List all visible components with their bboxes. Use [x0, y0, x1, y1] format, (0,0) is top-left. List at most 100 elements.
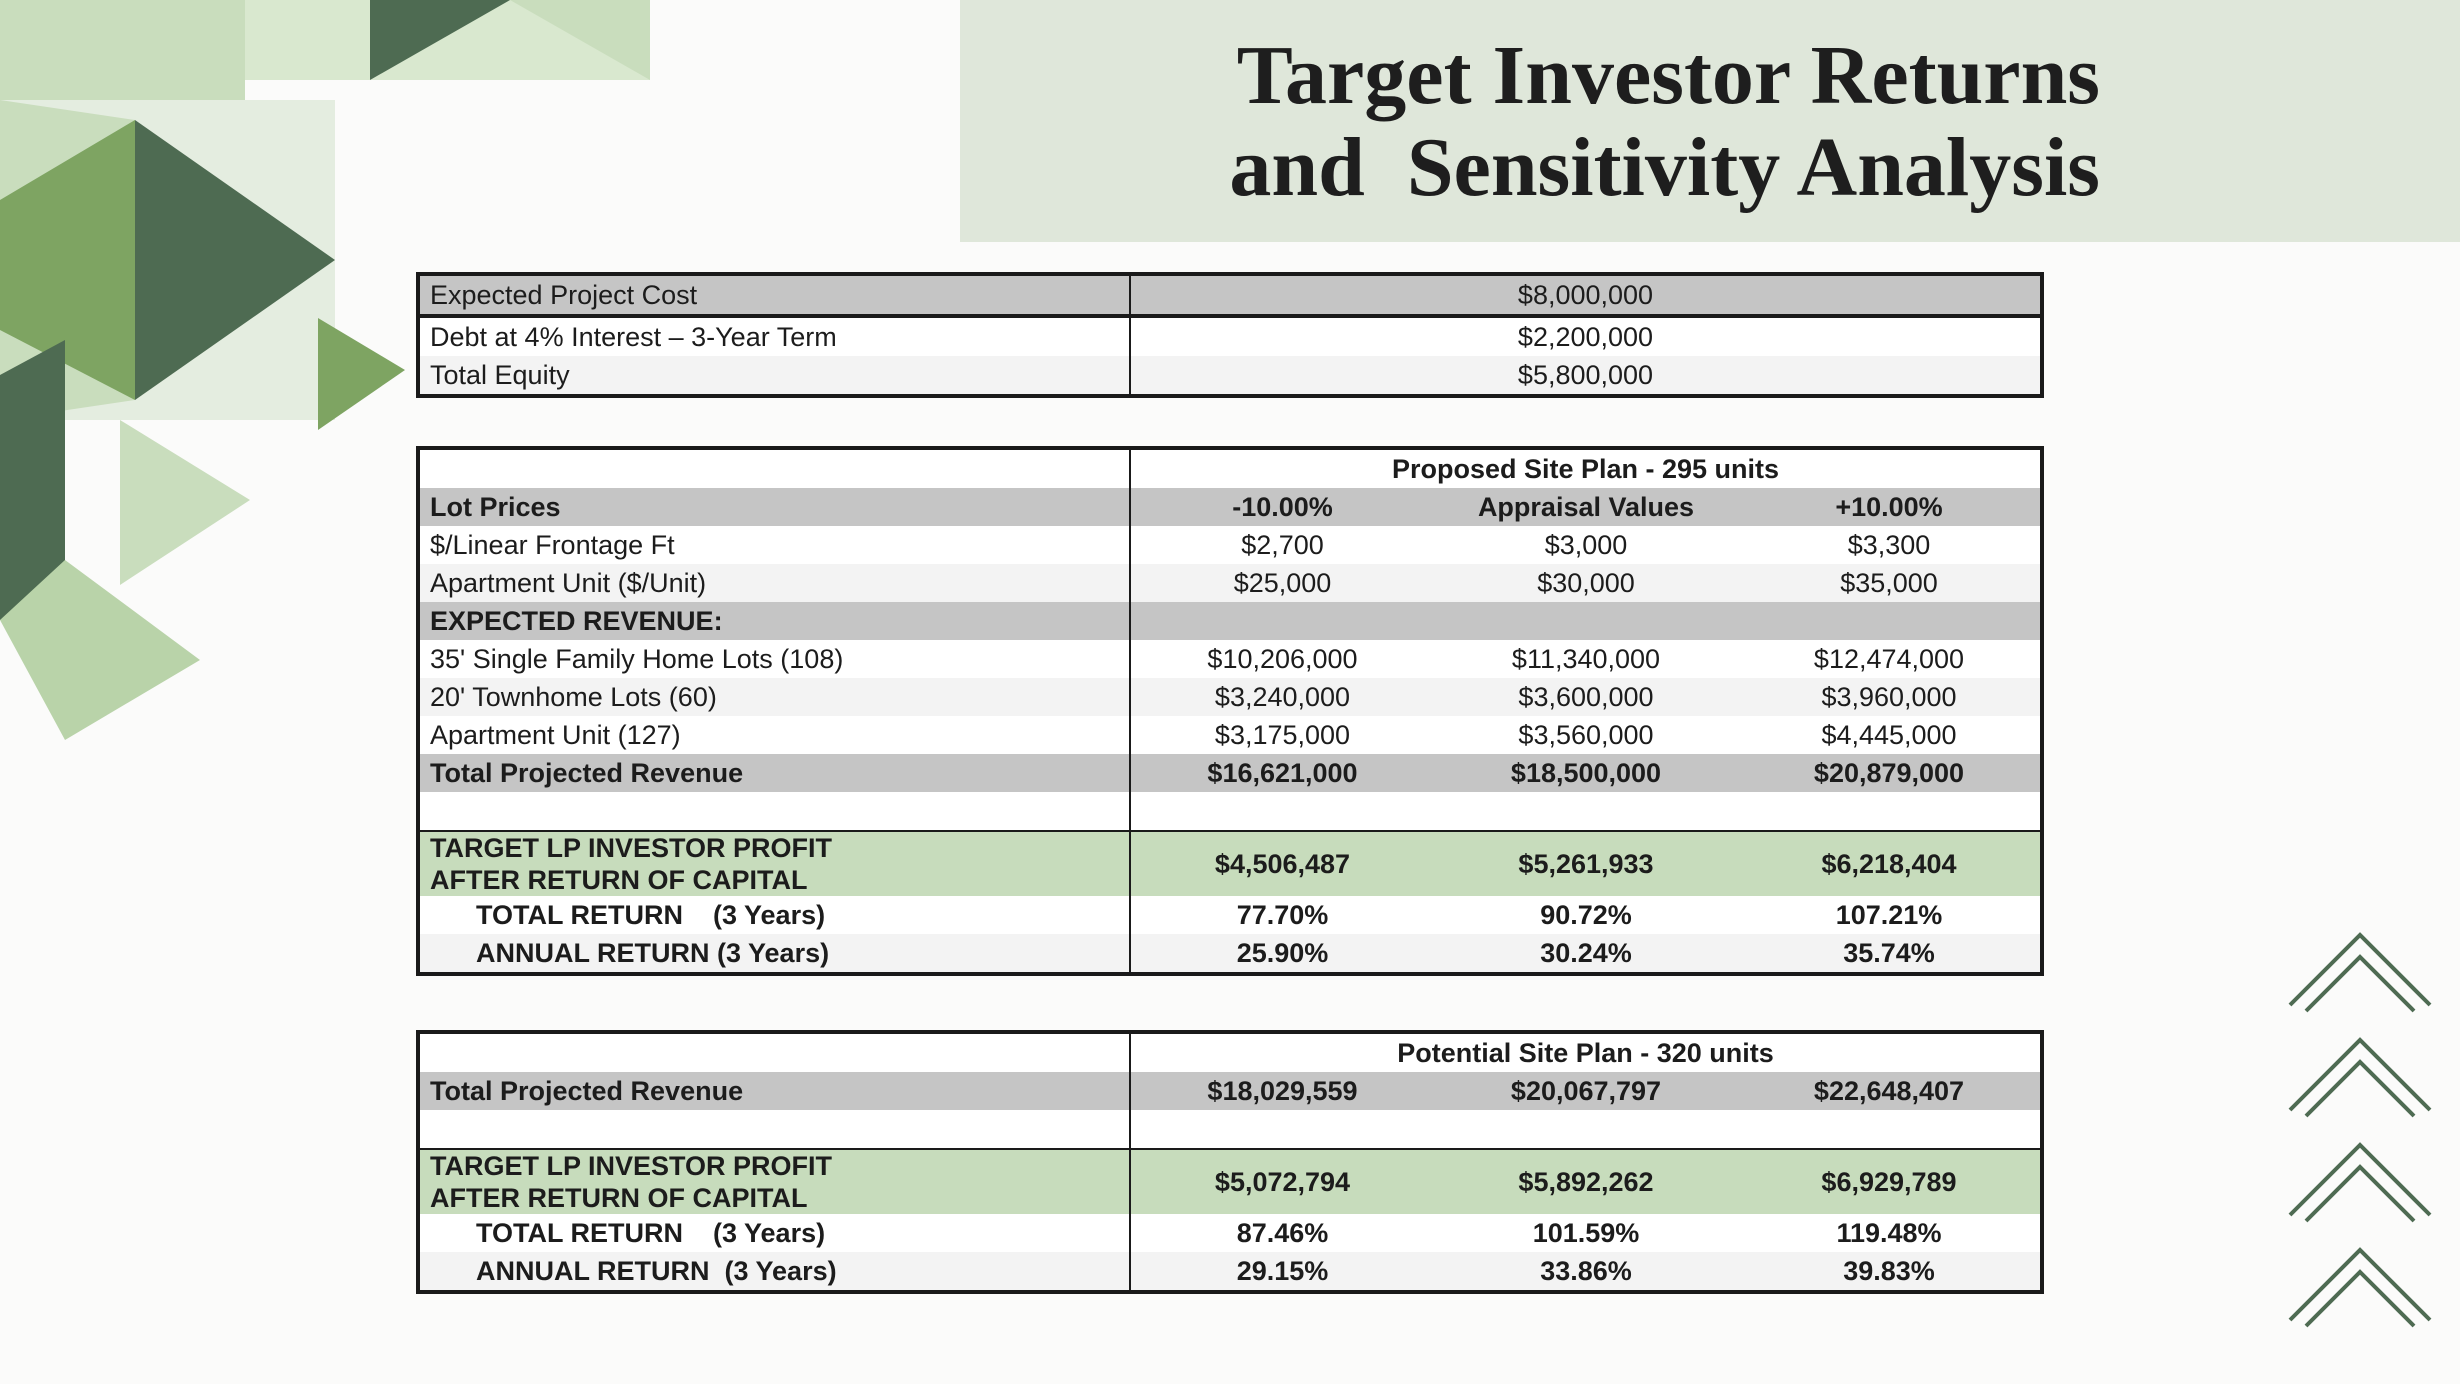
- table-cell: $11,340,000: [1511, 643, 1661, 674]
- row-label: Total Equity: [418, 356, 1131, 396]
- table-cell: $18,029,559: [1130, 1072, 1434, 1110]
- table-row: Apartment Unit (127) $3,175,000 $3,560,0…: [418, 716, 2042, 754]
- table-row: Lot Prices -10.00% Appraisal Values +10.…: [418, 488, 2043, 526]
- row-label: EXPECTED REVENUE:: [418, 602, 1131, 640]
- row-label: 20' Townhome Lots (60): [418, 678, 1131, 716]
- table-cell: $20,067,797: [1434, 1072, 1738, 1110]
- table-cell: 87.46%: [1236, 1217, 1329, 1248]
- profit-label-line-1: TARGET LP INVESTOR PROFIT: [430, 1151, 833, 1181]
- table-header-row: Proposed Site Plan - 295 units: [418, 448, 2042, 488]
- table-cell: $5,261,933: [1434, 831, 1738, 896]
- row-value: $5,800,000: [1130, 356, 2042, 396]
- row-label: ANNUAL RETURN (3 Years): [418, 934, 1131, 974]
- column-header: +10.00%: [1738, 488, 2043, 526]
- table-row: Expected Project Cost $8,000,000: [418, 274, 2042, 316]
- chevron-stack-decoration: [2288, 932, 2432, 1328]
- table-cell: $3,600,000: [1434, 678, 1738, 716]
- row-label: TARGET LP INVESTOR PROFIT AFTER RETURN O…: [418, 1149, 1131, 1214]
- table-cell: $3,000: [1544, 529, 1628, 560]
- row-label: $/Linear Frontage Ft: [418, 526, 1131, 564]
- potential-site-plan-table: Potential Site Plan - 320 units Total Pr…: [416, 1030, 2044, 1294]
- table-cell: $3,300: [1847, 529, 1931, 560]
- site-plan-header: Potential Site Plan - 320 units: [1397, 1037, 1774, 1068]
- table-cell: $2,700: [1241, 529, 1324, 560]
- chevron-up-icon: [2288, 1247, 2432, 1328]
- table-cell: 90.72%: [1540, 899, 1632, 930]
- table-cell: $6,929,789: [1738, 1149, 2042, 1214]
- table-cell: 35.74%: [1738, 934, 2043, 974]
- table-cell: $5,892,262: [1434, 1149, 1738, 1214]
- title-line-1: Target Investor Returns: [1236, 29, 2100, 122]
- row-label: Total Projected Revenue: [418, 754, 1131, 792]
- row-label: Lot Prices: [418, 488, 1131, 526]
- table-cell: $10,206,000: [1207, 643, 1358, 674]
- row-label: Apartment Unit (127): [418, 716, 1131, 754]
- row-label: TARGET LP INVESTOR PROFIT AFTER RETURN O…: [418, 831, 1131, 896]
- table-row: $/Linear Frontage Ft $2,700 $3,000 $3,30…: [418, 526, 2042, 564]
- table-cell: $20,879,000: [1738, 754, 2043, 792]
- table-row: Total Projected Revenue $16,621,000 $18,…: [418, 754, 2043, 792]
- table-row: 35' Single Family Home Lots (108) $10,20…: [418, 640, 2042, 678]
- table-cell: $25,000: [1130, 564, 1434, 602]
- row-label: Total Projected Revenue: [418, 1072, 1131, 1110]
- table-cell: 39.83%: [1738, 1252, 2042, 1292]
- table-cell: $4,445,000: [1821, 719, 1957, 750]
- column-header: -10.00%: [1130, 488, 1434, 526]
- table-cell: $22,648,407: [1738, 1072, 2042, 1110]
- table-cell: $12,474,000: [1813, 643, 1965, 674]
- project-cost-table: Expected Project Cost $8,000,000 Debt at…: [416, 272, 2044, 398]
- table-cell: 119.48%: [1836, 1217, 1942, 1248]
- table-row: ANNUAL RETURN (3 Years) 25.90% 30.24% 35…: [418, 934, 2043, 974]
- row-label: Expected Project Cost: [418, 274, 1131, 316]
- site-plan-header: Proposed Site Plan - 295 units: [1391, 453, 1780, 484]
- profit-label-line-2: AFTER RETURN OF CAPITAL: [430, 865, 808, 895]
- column-header: Appraisal Values: [1434, 488, 1738, 526]
- table-row: Debt at 4% Interest – 3-Year Term $2,200…: [418, 316, 2042, 356]
- table-row: 20' Townhome Lots (60) $3,240,000 $3,600…: [418, 678, 2043, 716]
- table-cell: $3,960,000: [1738, 678, 2043, 716]
- table-cell: $35,000: [1738, 564, 2043, 602]
- page-title: Target Investor Returns and Sensitivity …: [960, 30, 2100, 214]
- table-row: EXPECTED REVENUE:: [418, 602, 2043, 640]
- row-label: TOTAL RETURN (3 Years): [418, 896, 1131, 934]
- row-label: Apartment Unit ($/Unit): [418, 564, 1131, 602]
- table-cell: 33.86%: [1434, 1252, 1738, 1292]
- title-line-2: and Sensitivity Analysis: [1229, 121, 2100, 214]
- table-row: ANNUAL RETURN (3 Years) 29.15% 33.86% 39…: [418, 1252, 2042, 1292]
- table-cell: 101.59%: [1532, 1217, 1640, 1248]
- table-row: Total Projected Revenue $18,029,559 $20,…: [418, 1072, 2042, 1110]
- title-band: [960, 0, 2460, 242]
- table-cell: $18,500,000: [1434, 754, 1738, 792]
- row-value: $8,000,000: [1130, 274, 2042, 316]
- row-value: $2,200,000: [1517, 321, 1654, 352]
- chevron-up-icon: [2288, 1142, 2432, 1223]
- table-cell: 29.15%: [1130, 1252, 1434, 1292]
- row-label: 35' Single Family Home Lots (108): [418, 640, 1131, 678]
- table-cell: 77.70%: [1236, 899, 1329, 930]
- table-row: Total Equity $5,800,000: [418, 356, 2042, 396]
- table-cell: $4,506,487: [1130, 831, 1434, 896]
- row-label: TOTAL RETURN (3 Years): [418, 1214, 1131, 1252]
- table-cell: $16,621,000: [1130, 754, 1434, 792]
- row-label: ANNUAL RETURN (3 Years): [418, 1252, 1131, 1292]
- table-row: Apartment Unit ($/Unit) $25,000 $30,000 …: [418, 564, 2043, 602]
- table-cell: $30,000: [1434, 564, 1738, 602]
- table-cell: $3,240,000: [1130, 678, 1434, 716]
- table-cell: $6,218,404: [1738, 831, 2043, 896]
- table-cell: 107.21%: [1835, 899, 1943, 930]
- table-row: TOTAL RETURN (3 Years) 77.70% 90.72% 107…: [418, 896, 2042, 934]
- profit-label-line-2: AFTER RETURN OF CAPITAL: [430, 1183, 808, 1213]
- green-triangles-decoration: [0, 0, 650, 740]
- chevron-up-icon: [2288, 1037, 2432, 1118]
- proposed-site-plan-table: Proposed Site Plan - 295 units Lot Price…: [416, 446, 2045, 976]
- row-label: Debt at 4% Interest – 3-Year Term: [418, 316, 1131, 356]
- table-cell: $5,072,794: [1130, 1149, 1434, 1214]
- chevron-up-icon: [2288, 932, 2432, 1013]
- table-row: TARGET LP INVESTOR PROFIT AFTER RETURN O…: [418, 1149, 2042, 1214]
- profit-label-line-1: TARGET LP INVESTOR PROFIT: [430, 833, 833, 863]
- table-row: TOTAL RETURN (3 Years) 87.46% 101.59% 11…: [418, 1214, 2042, 1252]
- table-row: TARGET LP INVESTOR PROFIT AFTER RETURN O…: [418, 831, 2043, 896]
- table-cell: $3,175,000: [1214, 719, 1351, 750]
- table-cell: 30.24%: [1434, 934, 1738, 974]
- table-header-row: Potential Site Plan - 320 units: [418, 1032, 2042, 1072]
